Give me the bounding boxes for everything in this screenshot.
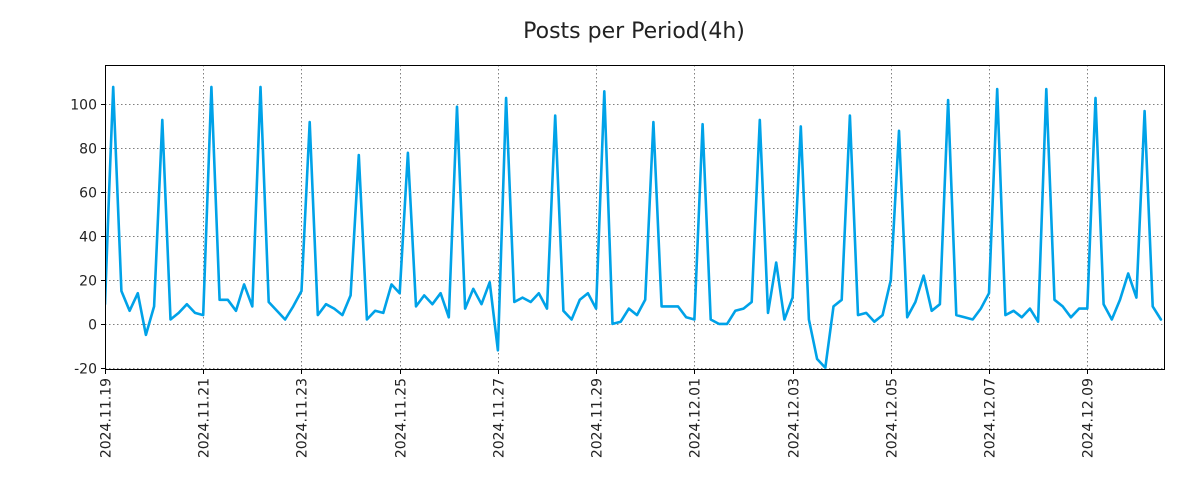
y-tick-label: 100 bbox=[70, 98, 97, 114]
y-tick-label: 20 bbox=[79, 274, 97, 290]
y-tick-label: 0 bbox=[88, 318, 97, 334]
x-tick-label: 2024.12.09 bbox=[1081, 378, 1097, 458]
y-tick-label: -20 bbox=[74, 362, 97, 378]
x-tick-label: 2024.11.19 bbox=[99, 378, 115, 458]
y-tick-label: 60 bbox=[79, 186, 97, 202]
y-tick-label: 40 bbox=[79, 230, 97, 246]
series-line-posts bbox=[105, 85, 1163, 370]
plot-frame bbox=[105, 65, 1165, 370]
x-tick-label: 2024.12.01 bbox=[688, 378, 704, 458]
x-tick-label: 2024.12.07 bbox=[983, 378, 999, 458]
x-tick-label: 2024.11.23 bbox=[295, 378, 311, 458]
x-tick-label: 2024.12.03 bbox=[787, 378, 803, 458]
x-tick-label: 2024.11.21 bbox=[197, 378, 213, 458]
y-tick-label: 80 bbox=[79, 142, 97, 158]
series-layer bbox=[105, 85, 1163, 370]
x-tick-label: 2024.11.27 bbox=[492, 378, 508, 458]
grid bbox=[105, 65, 1165, 370]
chart-title: Posts per Period(4h) bbox=[523, 19, 745, 44]
x-tick-label: 2024.12.05 bbox=[885, 378, 901, 458]
x-tick-label: 2024.11.25 bbox=[394, 378, 410, 458]
axis-ticks: -20 0 20 40 60 80 100 2024.11.19 2024.11.21 2024.… bbox=[70, 98, 1096, 459]
x-tick-label: 2024.11.29 bbox=[590, 378, 606, 458]
